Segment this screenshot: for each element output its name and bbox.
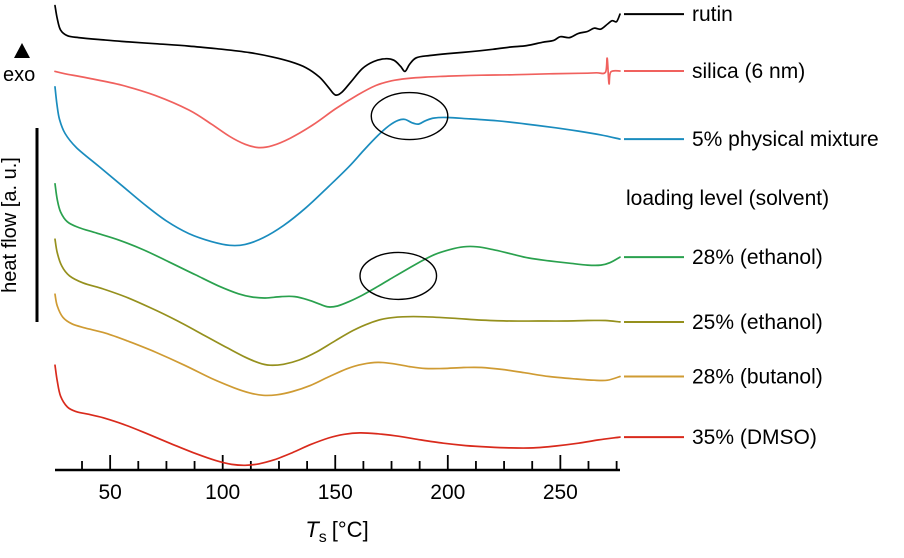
legend-header-loading-level: loading level (solvent) — [626, 187, 829, 210]
x-tick-label: 150 — [318, 481, 353, 504]
legend-label-loaded-35-dmso: 35% (DMSO) — [692, 426, 817, 449]
legend-label-loaded-28-ethanol: 28% (ethanol) — [692, 246, 823, 269]
curve-loaded-28-butanol — [54, 293, 621, 397]
ellipse-28-ethanol-region — [359, 251, 438, 301]
legend-label-rutin: rutin — [692, 3, 733, 26]
x-axis-title: Ts [°C] — [305, 517, 368, 546]
x-axis-title-unit: [°C] — [332, 517, 369, 542]
x-tick-label: 250 — [543, 481, 578, 504]
x-tick-label: 100 — [205, 481, 240, 504]
x-axis-title-subscript: s — [319, 529, 327, 546]
curve-loaded-35-dmso — [54, 364, 621, 467]
x-tick-label: 200 — [430, 481, 465, 504]
legend-label-silica-6nm: silica (6 nm) — [692, 60, 805, 83]
legend-label-loaded-25-ethanol: 25% (ethanol) — [692, 311, 823, 334]
exo-arrow-icon — [14, 43, 30, 58]
plot-layer: 50 100 150 200 250 rutin silica (6 nm) 5% physi… — [54, 3, 879, 504]
curve-loaded-28-ethanol — [54, 182, 621, 308]
ellipse-physical-mixture-melting — [370, 91, 449, 141]
y-axis-title: heat flow [a. u.] — [0, 157, 21, 293]
curve-silica-6nm — [54, 57, 621, 149]
legend-label-loaded-28-butanol: 28% (butanol) — [692, 365, 823, 388]
exo-label: exo — [3, 64, 35, 86]
x-axis-title-symbol: T — [305, 517, 320, 542]
curve-physical-mixture-5 — [54, 86, 621, 247]
curve-rutin — [54, 4, 621, 96]
curve-loaded-25-ethanol — [54, 238, 621, 367]
legend-label-physical-mixture-5: 5% physical mixture — [692, 128, 879, 151]
x-tick-label: 50 — [98, 481, 121, 504]
